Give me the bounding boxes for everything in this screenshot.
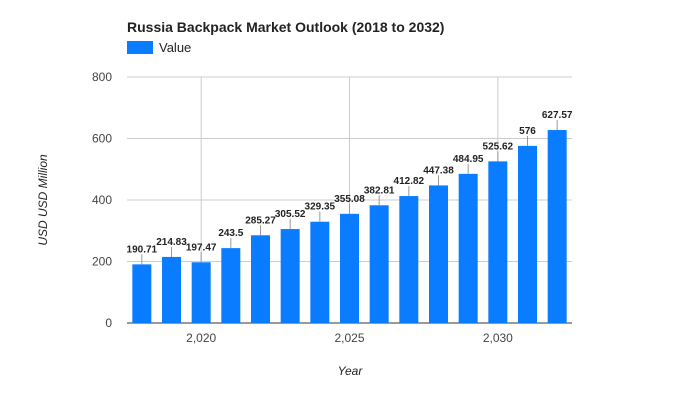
- data-label-2018: 190.71: [127, 244, 158, 255]
- x-tick-label: 2,030: [483, 331, 513, 345]
- x-axis-ticks: 2,020 2,025 2,030: [186, 331, 513, 345]
- data-label-2020: 197.47: [186, 242, 217, 253]
- data-label-2025: 355.08: [334, 194, 365, 205]
- bar-2029: [458, 173, 478, 323]
- bar-2018: [132, 264, 152, 323]
- bar-2024: [310, 221, 330, 323]
- data-label-2024: 329.35: [305, 202, 336, 213]
- bar-2020: [191, 262, 211, 323]
- bar-2021: [221, 248, 241, 323]
- bar-2025: [340, 213, 359, 323]
- data-label-2032: 627.57: [542, 110, 573, 121]
- bar-2027: [399, 196, 419, 323]
- data-label-2021: 243.5: [218, 228, 243, 239]
- legend-label-value: Value: [159, 40, 191, 55]
- x-tick-label: 2,025: [334, 331, 364, 345]
- legend-swatch-value: [127, 41, 153, 54]
- data-label-2027: 412.82: [394, 176, 425, 187]
- x-axis-title: Year: [338, 364, 364, 378]
- y-axis-title: USD USD Million: [36, 154, 50, 246]
- y-tick-label: 600: [92, 132, 112, 146]
- data-label-2028: 447.38: [423, 165, 454, 176]
- data-label-2026: 382.81: [364, 185, 395, 196]
- y-tick-label: 800: [92, 70, 112, 84]
- bars: [132, 130, 567, 323]
- x-tick-label: 2,020: [186, 331, 216, 345]
- data-label-2022: 285.27: [245, 215, 276, 226]
- bar-2028: [429, 185, 448, 323]
- y-tick-label: 400: [92, 193, 112, 207]
- y-tick-label: 200: [92, 255, 112, 269]
- bar-2019: [162, 256, 181, 323]
- data-label-2023: 305.52: [275, 209, 306, 220]
- bar-2026: [369, 205, 389, 323]
- bar-2022: [251, 235, 270, 323]
- data-label-2031: 576: [519, 126, 536, 137]
- bar-2023: [280, 229, 300, 323]
- bar-2031: [518, 145, 537, 323]
- data-label-2029: 484.95: [453, 154, 484, 165]
- y-tick-label: 0: [105, 316, 112, 330]
- data-label-2019: 214.83: [156, 237, 187, 248]
- y-axis-ticks: 0 200 400 600 800: [92, 70, 112, 330]
- bar-2030: [488, 161, 508, 323]
- bar-2032: [547, 130, 567, 323]
- chart-title: Russia Backpack Market Outlook (2018 to …: [127, 19, 444, 35]
- data-label-2030: 525.62: [483, 141, 514, 152]
- legend: Value: [127, 40, 191, 55]
